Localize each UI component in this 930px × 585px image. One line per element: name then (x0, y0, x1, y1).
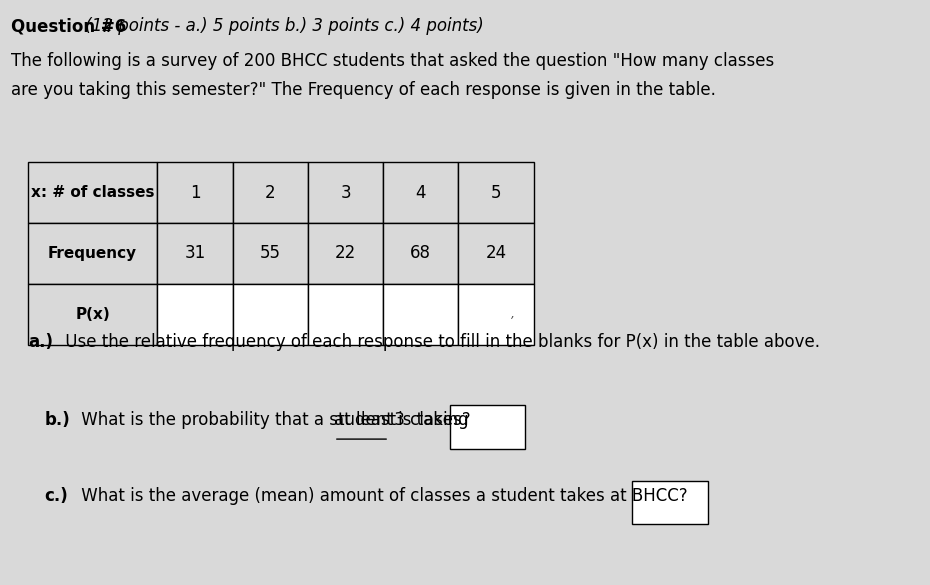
Bar (458, 223, 534, 284)
Text: 3: 3 (340, 184, 351, 202)
Text: are you taking this semester?" The Frequency of each response is given in the ta: are you taking this semester?" The Frequ… (11, 81, 716, 99)
Text: 24: 24 (485, 245, 507, 263)
Text: P(x): P(x) (75, 307, 110, 322)
Text: Question #6: Question #6 (11, 18, 126, 35)
Text: a.): a.) (28, 333, 53, 351)
Text: Use the relative frequency of each response to fill in the blanks for P(x) in th: Use the relative frequency of each respo… (60, 333, 819, 351)
Text: The following is a survey of 200 BHCC students that asked the question "How many: The following is a survey of 200 BHCC st… (11, 52, 775, 70)
Text: 5: 5 (491, 184, 501, 202)
Bar (632, 481, 708, 524)
Bar (232, 223, 308, 284)
Text: 1: 1 (190, 184, 200, 202)
Bar (383, 162, 458, 223)
Text: 68: 68 (410, 245, 432, 263)
Bar (458, 284, 534, 345)
Bar (308, 284, 383, 345)
Text: b.): b.) (45, 411, 71, 429)
Text: 55: 55 (259, 245, 281, 263)
Text: 31: 31 (184, 245, 206, 263)
Bar (458, 162, 534, 223)
Bar (450, 405, 525, 449)
Text: (12 points - a.) 5 points b.) 3 points c.) 4 points): (12 points - a.) 5 points b.) 3 points c… (80, 18, 484, 35)
Text: 22: 22 (335, 245, 356, 263)
Bar (28, 284, 157, 345)
Text: What is the probability that a student is taking: What is the probability that a student i… (76, 411, 474, 429)
Text: 2: 2 (265, 184, 275, 202)
Bar (28, 162, 157, 223)
Bar (308, 162, 383, 223)
Bar (383, 223, 458, 284)
Text: Frequency: Frequency (48, 246, 138, 261)
Text: c.): c.) (45, 487, 68, 505)
Bar (232, 284, 308, 345)
Text: What is the average (mean) amount of classes a student takes at BHCC?: What is the average (mean) amount of cla… (76, 487, 688, 505)
Text: 3 clases?: 3 clases? (389, 411, 471, 429)
Bar (157, 223, 232, 284)
Text: 4: 4 (416, 184, 426, 202)
Text: ,: , (511, 308, 514, 321)
Bar (28, 223, 157, 284)
Bar (308, 223, 383, 284)
Text: x: # of classes: x: # of classes (31, 185, 154, 200)
Bar (232, 162, 308, 223)
Bar (383, 284, 458, 345)
Bar (157, 162, 232, 223)
Bar (157, 284, 232, 345)
Text: at least: at least (334, 411, 396, 429)
